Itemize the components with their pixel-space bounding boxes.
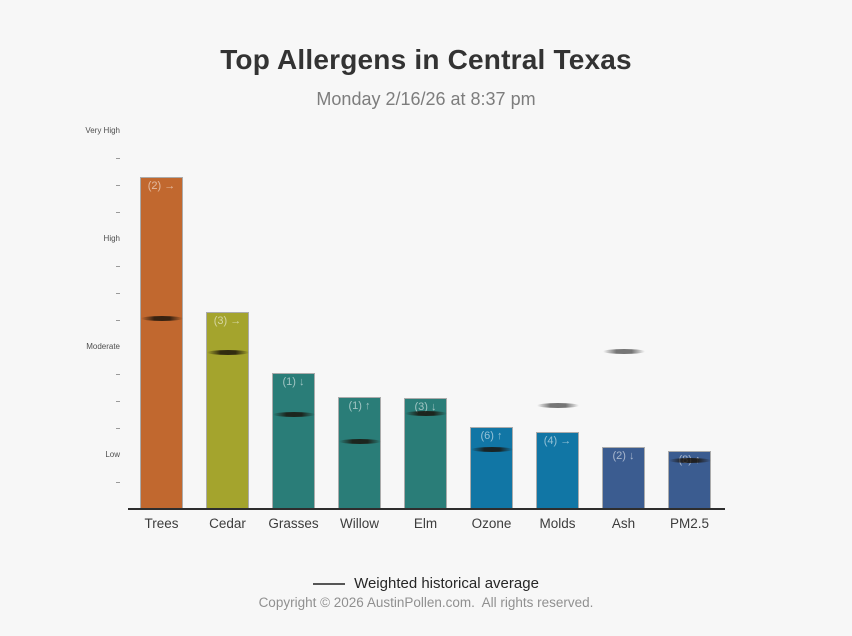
- bar-cedar: (3) →: [206, 311, 249, 509]
- historical-average-marker: [470, 447, 513, 453]
- bar-annotation: (1) ↓: [282, 375, 305, 388]
- historical-average-marker: [140, 316, 183, 322]
- bar-elm: (3) ↓: [404, 398, 447, 509]
- x-axis-label: Ash: [611, 516, 636, 531]
- x-axis-label: PM2.5: [669, 516, 710, 531]
- historical-average-marker: [536, 402, 579, 408]
- bar-annotation: (3) →: [213, 314, 242, 327]
- bar-annotation: (6) ↑: [480, 429, 503, 442]
- historical-average-marker: [404, 410, 447, 416]
- bar-annotation: (3) ↓: [414, 401, 437, 414]
- x-axis-label: Willow: [340, 516, 379, 531]
- legend: Weighted historical average: [0, 575, 852, 592]
- bar-grasses: (1) ↓: [272, 372, 315, 509]
- historical-average-marker: [338, 439, 381, 444]
- y-axis-tick: [116, 158, 120, 159]
- bar-ozone: (6) ↑: [470, 426, 513, 509]
- x-axis-line: [128, 508, 725, 510]
- x-axis-label: Ozone: [471, 516, 512, 531]
- bar-annotation: (4) →: [543, 435, 572, 448]
- legend-label: Weighted historical average: [354, 575, 539, 592]
- y-axis-tick: [116, 374, 120, 375]
- bar-willow: (1) ↑: [338, 396, 381, 509]
- y-axis-tick: [116, 320, 120, 321]
- y-axis-tick: [116, 293, 120, 294]
- y-axis-tick: [116, 185, 120, 186]
- y-axis-tick: [116, 401, 120, 402]
- historical-average-marker: [602, 348, 645, 354]
- y-axis-tick: [116, 482, 120, 483]
- page-title: Top Allergens in Central Texas: [220, 44, 632, 75]
- bar-annotation: (2) →: [147, 179, 176, 192]
- legend-line-swatch: [313, 582, 346, 585]
- y-axis-band-label: High: [103, 234, 120, 243]
- x-axis-label: Grasses: [268, 516, 319, 531]
- historical-average-marker: [272, 412, 315, 417]
- bar-trees: (2) →: [140, 176, 183, 509]
- bar-annotation: (1) ↑: [348, 399, 371, 412]
- copyright-text: Copyright © 2026 AustinPollen.com. All r…: [258, 595, 594, 610]
- y-axis-tick: [116, 428, 120, 429]
- x-axis-label: Molds: [539, 516, 576, 531]
- y-axis-tick: [116, 266, 120, 267]
- historical-average-marker: [206, 349, 249, 355]
- y-axis-tick: [116, 212, 120, 213]
- y-axis-band-label: Low: [105, 450, 120, 459]
- bar-molds: (4) →: [536, 432, 579, 509]
- bar-ash: (2) ↓: [602, 446, 645, 509]
- y-axis-band-label: Moderate: [86, 342, 120, 351]
- y-axis-band-label: Very High: [85, 126, 120, 135]
- historical-average-marker: [668, 457, 711, 463]
- x-axis-label: Trees: [144, 516, 179, 531]
- bar-annotation: (2) ↓: [612, 449, 635, 462]
- x-axis-label: Elm: [413, 516, 438, 531]
- x-axis-label: Cedar: [209, 516, 246, 531]
- chart-subtitle: Monday 2/16/26 at 8:37 pm: [316, 89, 536, 109]
